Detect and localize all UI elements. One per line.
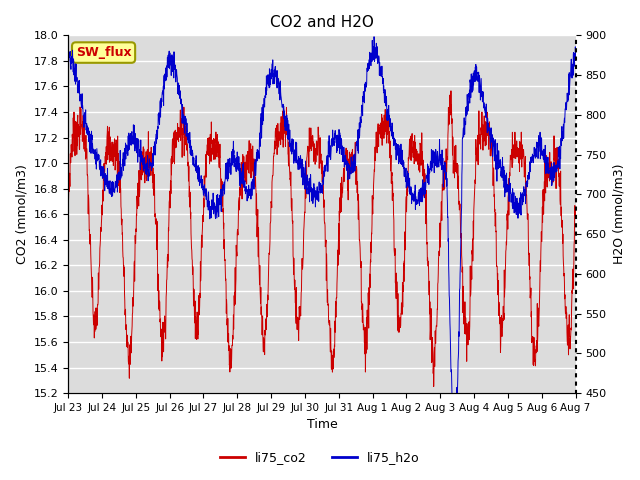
li75_h2o	[298, 174, 305, 180]
li75_co2	[465, 329, 472, 335]
li75_h2o	[557, 135, 565, 141]
Y-axis label: CO2 (mmol/m3): CO2 (mmol/m3)	[15, 164, 28, 264]
li75_h2o	[311, 194, 319, 200]
Legend: li75_co2, li75_h2o: li75_co2, li75_h2o	[215, 446, 425, 469]
li75_h2o	[572, 57, 579, 63]
li75_co2	[447, 88, 455, 94]
li75_co2	[430, 384, 438, 389]
li75_co2	[572, 206, 579, 212]
li75_h2o	[64, 64, 72, 70]
li75_co2	[90, 314, 98, 320]
li75_h2o	[370, 34, 378, 40]
li75_h2o	[90, 151, 98, 156]
li75_co2	[557, 204, 565, 210]
li75_co2	[64, 186, 72, 192]
li75_h2o	[557, 143, 565, 148]
li75_co2	[298, 288, 305, 293]
Y-axis label: H2O (mmol/m3): H2O (mmol/m3)	[612, 164, 625, 264]
li75_co2	[311, 149, 319, 155]
li75_h2o	[451, 438, 459, 444]
Line: li75_h2o: li75_h2o	[68, 37, 575, 441]
Text: SW_flux: SW_flux	[76, 46, 131, 59]
X-axis label: Time: Time	[307, 419, 337, 432]
Title: CO2 and H2O: CO2 and H2O	[270, 15, 374, 30]
li75_h2o	[465, 101, 472, 107]
Line: li75_co2: li75_co2	[68, 91, 575, 386]
li75_co2	[557, 213, 565, 219]
